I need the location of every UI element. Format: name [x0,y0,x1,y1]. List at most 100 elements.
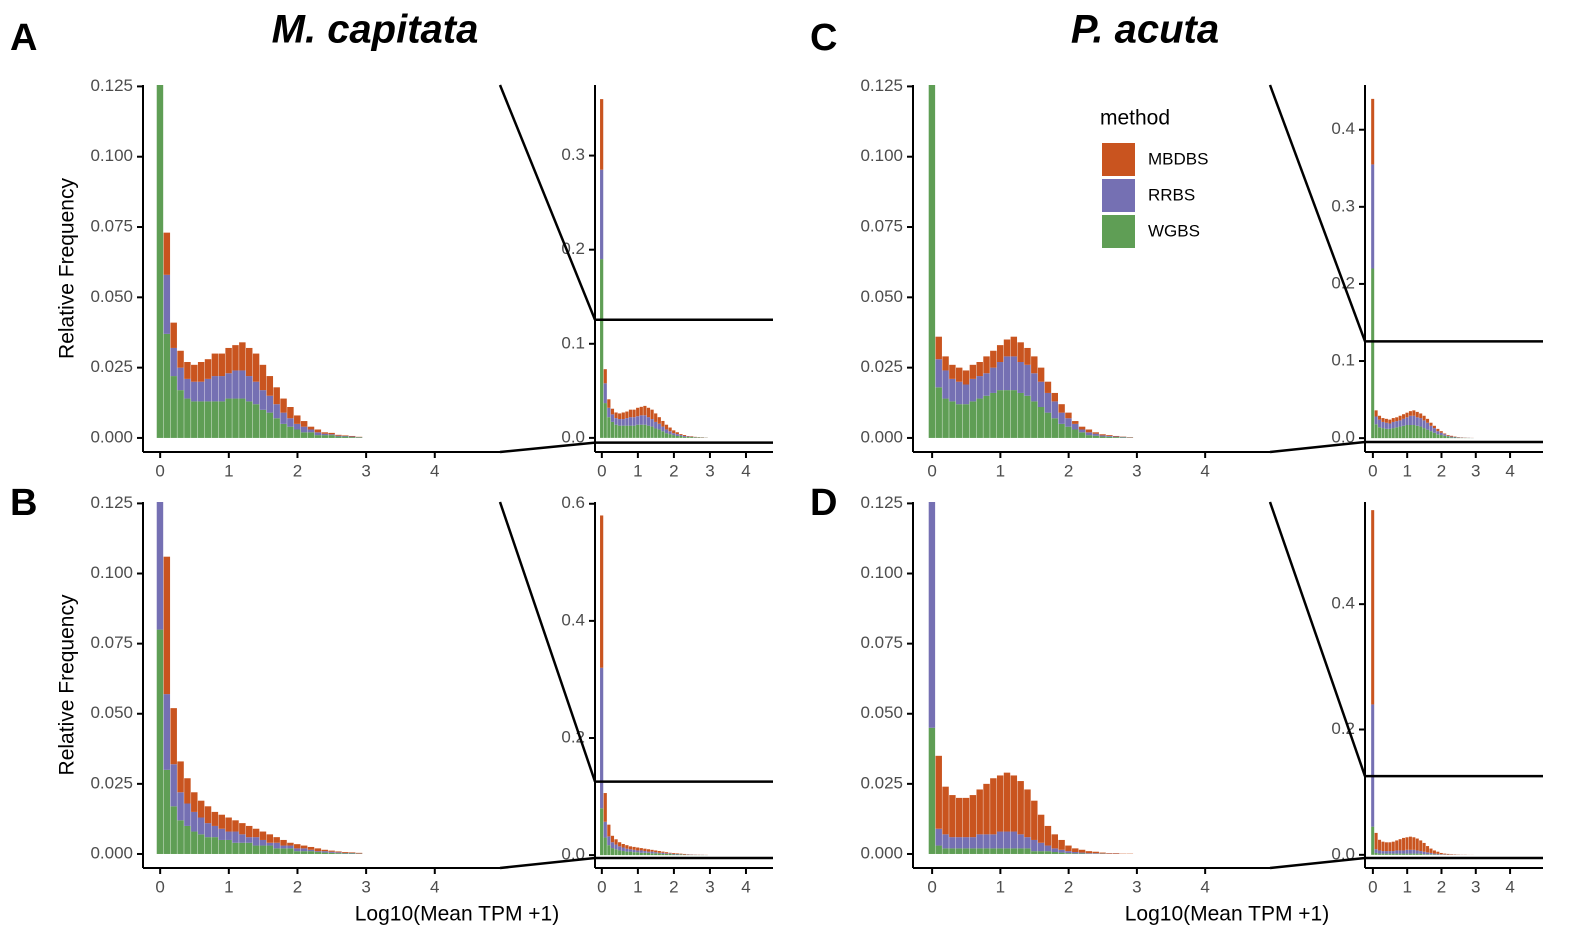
bar-segment [632,425,636,438]
bar-segment [163,333,171,438]
x-tick-label: 1 [996,877,1005,896]
bar-segment [184,825,191,854]
bar-segment [1371,164,1375,269]
bar-segment [1439,435,1443,439]
bar-segment [682,436,687,438]
bars [1371,98,1474,439]
x-tick-label: 1 [1402,877,1411,896]
bar-segment [675,436,679,438]
bar-segment [1113,435,1120,437]
bar-segment [1017,362,1024,393]
panel-label: A [10,17,37,59]
bar-segment [1003,848,1011,854]
bar-segment [1398,426,1402,439]
bar-segment [245,376,253,402]
y-tick-label: 0.075 [860,217,903,236]
bar-segment [163,556,171,695]
bar-segment [654,428,658,438]
bar-segment [232,831,239,843]
panel-title: M. capitata [272,8,479,52]
bar-segment [1422,420,1426,429]
bar-segment [636,424,640,438]
bar-segment [976,398,983,438]
bar-segment [280,839,287,846]
bar-segment [1085,851,1093,854]
bar-segment [949,378,956,402]
x-tick-label: 4 [430,877,439,896]
bar-segment [675,853,679,854]
bar-segment [1092,851,1099,854]
bar-segment [1092,432,1099,434]
bar-segment [949,364,956,379]
bar-segment [668,427,672,432]
bar-segment [197,834,205,854]
bar-segment [1412,425,1416,439]
bar-segment [184,378,191,399]
bar-segment [191,831,198,854]
bar-segment [232,820,239,832]
legend-label: MBDBS [1148,149,1208,168]
bar-segment [321,851,328,853]
bars [928,85,1134,438]
x-tick-label: 0 [597,877,606,896]
bar-segment [1371,98,1375,165]
y-tick-label: 0.100 [90,563,133,582]
bar-segment [675,432,679,435]
bar-segment [239,342,246,371]
y-tick-label: 0.4 [1331,594,1355,613]
bar-segment [614,844,618,850]
bar-segment [618,419,622,426]
bar-segment [935,828,942,846]
bar-segment [962,370,970,385]
bar-segment [1439,432,1443,436]
bar-segment [621,843,625,848]
bar-segment [1031,839,1038,852]
bar-segment [1415,417,1419,426]
bar-segment [1391,428,1395,439]
bar-segment [1024,848,1031,854]
bar-segment [1412,410,1416,416]
bar-segment [1419,426,1423,439]
bar-segment [1374,852,1378,855]
legend-title: method [1100,107,1170,130]
bar-segment [300,432,308,438]
bar-segment [935,845,942,854]
bar-segment [639,415,643,425]
y-tick-label: 0.125 [90,493,133,512]
bar-segment [976,834,983,849]
bar-segment [1419,418,1423,427]
bar-segment [273,837,280,843]
bar-segment [1391,853,1395,855]
bar-segment [273,848,280,854]
bar-segment [643,848,647,852]
bar-segment [1395,417,1399,422]
x-tick-label: 0 [1368,877,1377,896]
bar-segment [1391,418,1395,422]
y-tick-label: 0.025 [860,357,903,376]
bar-segment [1439,852,1443,855]
bar-segment [686,436,690,438]
bar-segment [996,390,1004,438]
bar-segment [225,347,232,374]
bar-segment [355,852,363,854]
bar-segment [197,800,205,818]
bar-segment [191,401,198,438]
bar-segment [657,429,661,438]
bar-segment [1085,429,1093,433]
zoom-line [498,84,597,321]
bar-segment [184,398,191,438]
bar-segment [1405,425,1409,439]
y-tick-label: 0.025 [90,357,133,376]
bar-segment [1051,848,1058,853]
bar-segment [1058,423,1065,438]
bar-segment [942,398,949,438]
bar-segment [610,414,615,422]
bar-segment [996,831,1004,849]
bar-segment [639,850,643,853]
zoom-line [1268,84,1367,342]
bar-segment [1436,431,1440,435]
bar-segment [1065,845,1072,852]
bar-segment [1371,704,1375,827]
x-tick-label: 0 [597,461,606,480]
bar-segment [307,432,315,438]
